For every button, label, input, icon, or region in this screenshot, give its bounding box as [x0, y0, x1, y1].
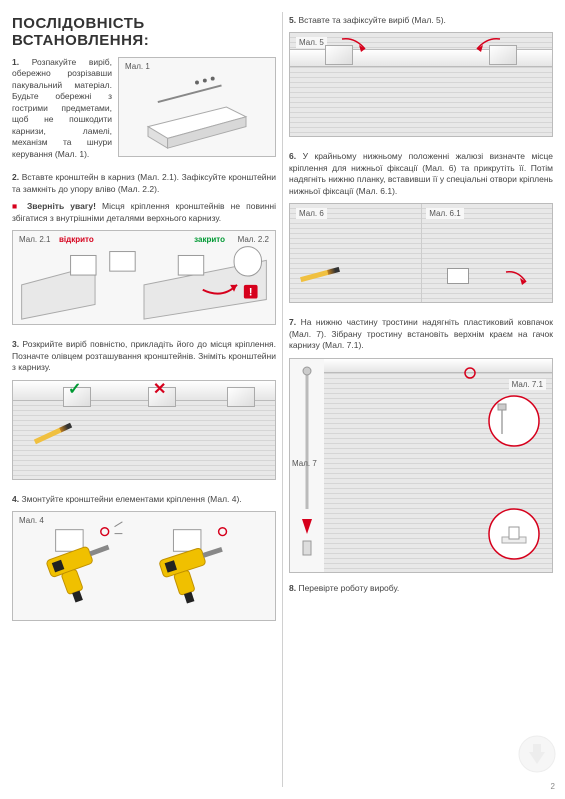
detail-71-icon	[487, 394, 542, 449]
step1-row: 1. Розпакуйте виріб, обережно розрізавши…	[12, 57, 276, 160]
arrow-71-icon	[462, 365, 482, 381]
right-column: 5. Вставте та зафіксуйте виріб (Мал. 5).…	[283, 0, 565, 799]
warn-mark-icon: ■	[12, 201, 21, 211]
bracket-right	[227, 387, 255, 407]
check-mark-icon: ✓	[68, 380, 81, 399]
arrow-5b-icon	[472, 37, 502, 57]
main-title: ПОСЛІДОВНІСТЬ ВСТАНОВЛЕННЯ:	[12, 15, 276, 49]
fig6-split	[421, 204, 422, 302]
bracket-diagram-icon: !	[13, 231, 275, 324]
detail-71b-icon	[487, 507, 542, 562]
step3-body: Розкрийте виріб повністю, прикладіть йог…	[12, 339, 276, 372]
step6-num: 6.	[289, 151, 296, 161]
fig7-label: Мал. 7	[292, 459, 317, 468]
fig1-label: Мал. 1	[125, 62, 150, 71]
figure-6: Мал. 6 Мал. 6.1	[289, 203, 553, 303]
x-mark-icon: ✕	[153, 380, 166, 399]
step2-warn: ■ Зверніть увагу! Місця кріплення кроншт…	[12, 201, 276, 224]
step1-body: Розпакуйте виріб, обережно розрізавши па…	[12, 57, 112, 159]
step2-text: 2. Вставте кронштейн в карниз (Мал. 2.1)…	[12, 172, 276, 195]
step4-num: 4.	[12, 494, 19, 504]
step3-num: 3.	[12, 339, 19, 349]
fig4-label: Мал. 4	[19, 516, 44, 525]
step7-body: На нижню частину тростини надягніть плас…	[289, 317, 553, 350]
step6-text: 6. У крайньому нижньому положенні жалюзі…	[289, 151, 553, 197]
step2-body: Вставте кронштейн в карниз (Мал. 2.1). З…	[12, 172, 276, 193]
figure-1: Мал. 1	[118, 57, 276, 157]
step5-body: Вставте та зафіксуйте виріб (Мал. 5).	[298, 15, 445, 25]
step5-num: 5.	[289, 15, 296, 25]
svg-text:!: !	[249, 287, 253, 299]
step4-text: 4. Змонтуйте кронштейни елементами кріпл…	[12, 494, 276, 505]
fig5-label: Мал. 5	[296, 37, 327, 48]
step8-num: 8.	[289, 583, 296, 593]
pencil-icon	[34, 422, 72, 443]
open-label: відкрито	[59, 235, 94, 244]
step1-num: 1.	[12, 57, 19, 67]
step8-text: 8. Перевірте роботу виробу.	[289, 583, 553, 594]
watermark-icon	[517, 734, 557, 774]
unbox-icon	[119, 58, 275, 156]
blinds-7: Мал. 7.1	[324, 359, 552, 572]
figure-2: Мал. 2.1 відкрито закрито Мал. 2.2 !	[12, 230, 276, 325]
step7-num: 7.	[289, 317, 296, 327]
step8-body: Перевірте роботу виробу.	[298, 583, 399, 593]
step7-text: 7. На нижню частину тростини надягніть п…	[289, 317, 553, 351]
step6-body: У крайньому нижньому положенні жалюзі ви…	[289, 151, 553, 195]
figure-5: Мал. 5	[289, 32, 553, 137]
page-number: 2	[551, 782, 555, 791]
headrail-7	[324, 359, 552, 373]
fig21-label: Мал. 2.1	[19, 235, 50, 244]
fig6-label: Мал. 6	[296, 208, 327, 219]
step4-body: Змонтуйте кронштейни елементами кріпленн…	[21, 494, 241, 504]
closed-label: закрито	[194, 235, 225, 244]
fig71-label: Мал. 7.1	[509, 379, 546, 390]
step3-text: 3. Розкрийте виріб повністю, прикладіть …	[12, 339, 276, 373]
drill-diagram-icon	[13, 512, 275, 620]
fig61-label: Мал. 6.1	[426, 208, 463, 219]
warn-bold: Зверніть увагу!	[27, 201, 96, 211]
clip-6	[447, 268, 469, 284]
pencil-6-icon	[300, 267, 340, 282]
figure-4: Мал. 4	[12, 511, 276, 621]
step2-num: 2.	[12, 172, 19, 182]
step1-text: 1. Розпакуйте виріб, обережно розрізавши…	[12, 57, 112, 160]
figure-3: Мал. 3 ✕ ✓	[12, 380, 276, 480]
arrow-5a-icon	[340, 37, 370, 57]
arrow-6-icon	[504, 270, 532, 288]
left-column: ПОСЛІДОВНІСТЬ ВСТАНОВЛЕННЯ: 1. Розпакуйт…	[0, 0, 282, 799]
figure-7: Мал. 7 Мал. 7.1	[289, 358, 553, 573]
fig22-label: Мал. 2.2	[238, 235, 269, 244]
wand-region: Мал. 7	[290, 359, 324, 572]
step5-text: 5. Вставте та зафіксуйте виріб (Мал. 5).	[289, 15, 553, 26]
